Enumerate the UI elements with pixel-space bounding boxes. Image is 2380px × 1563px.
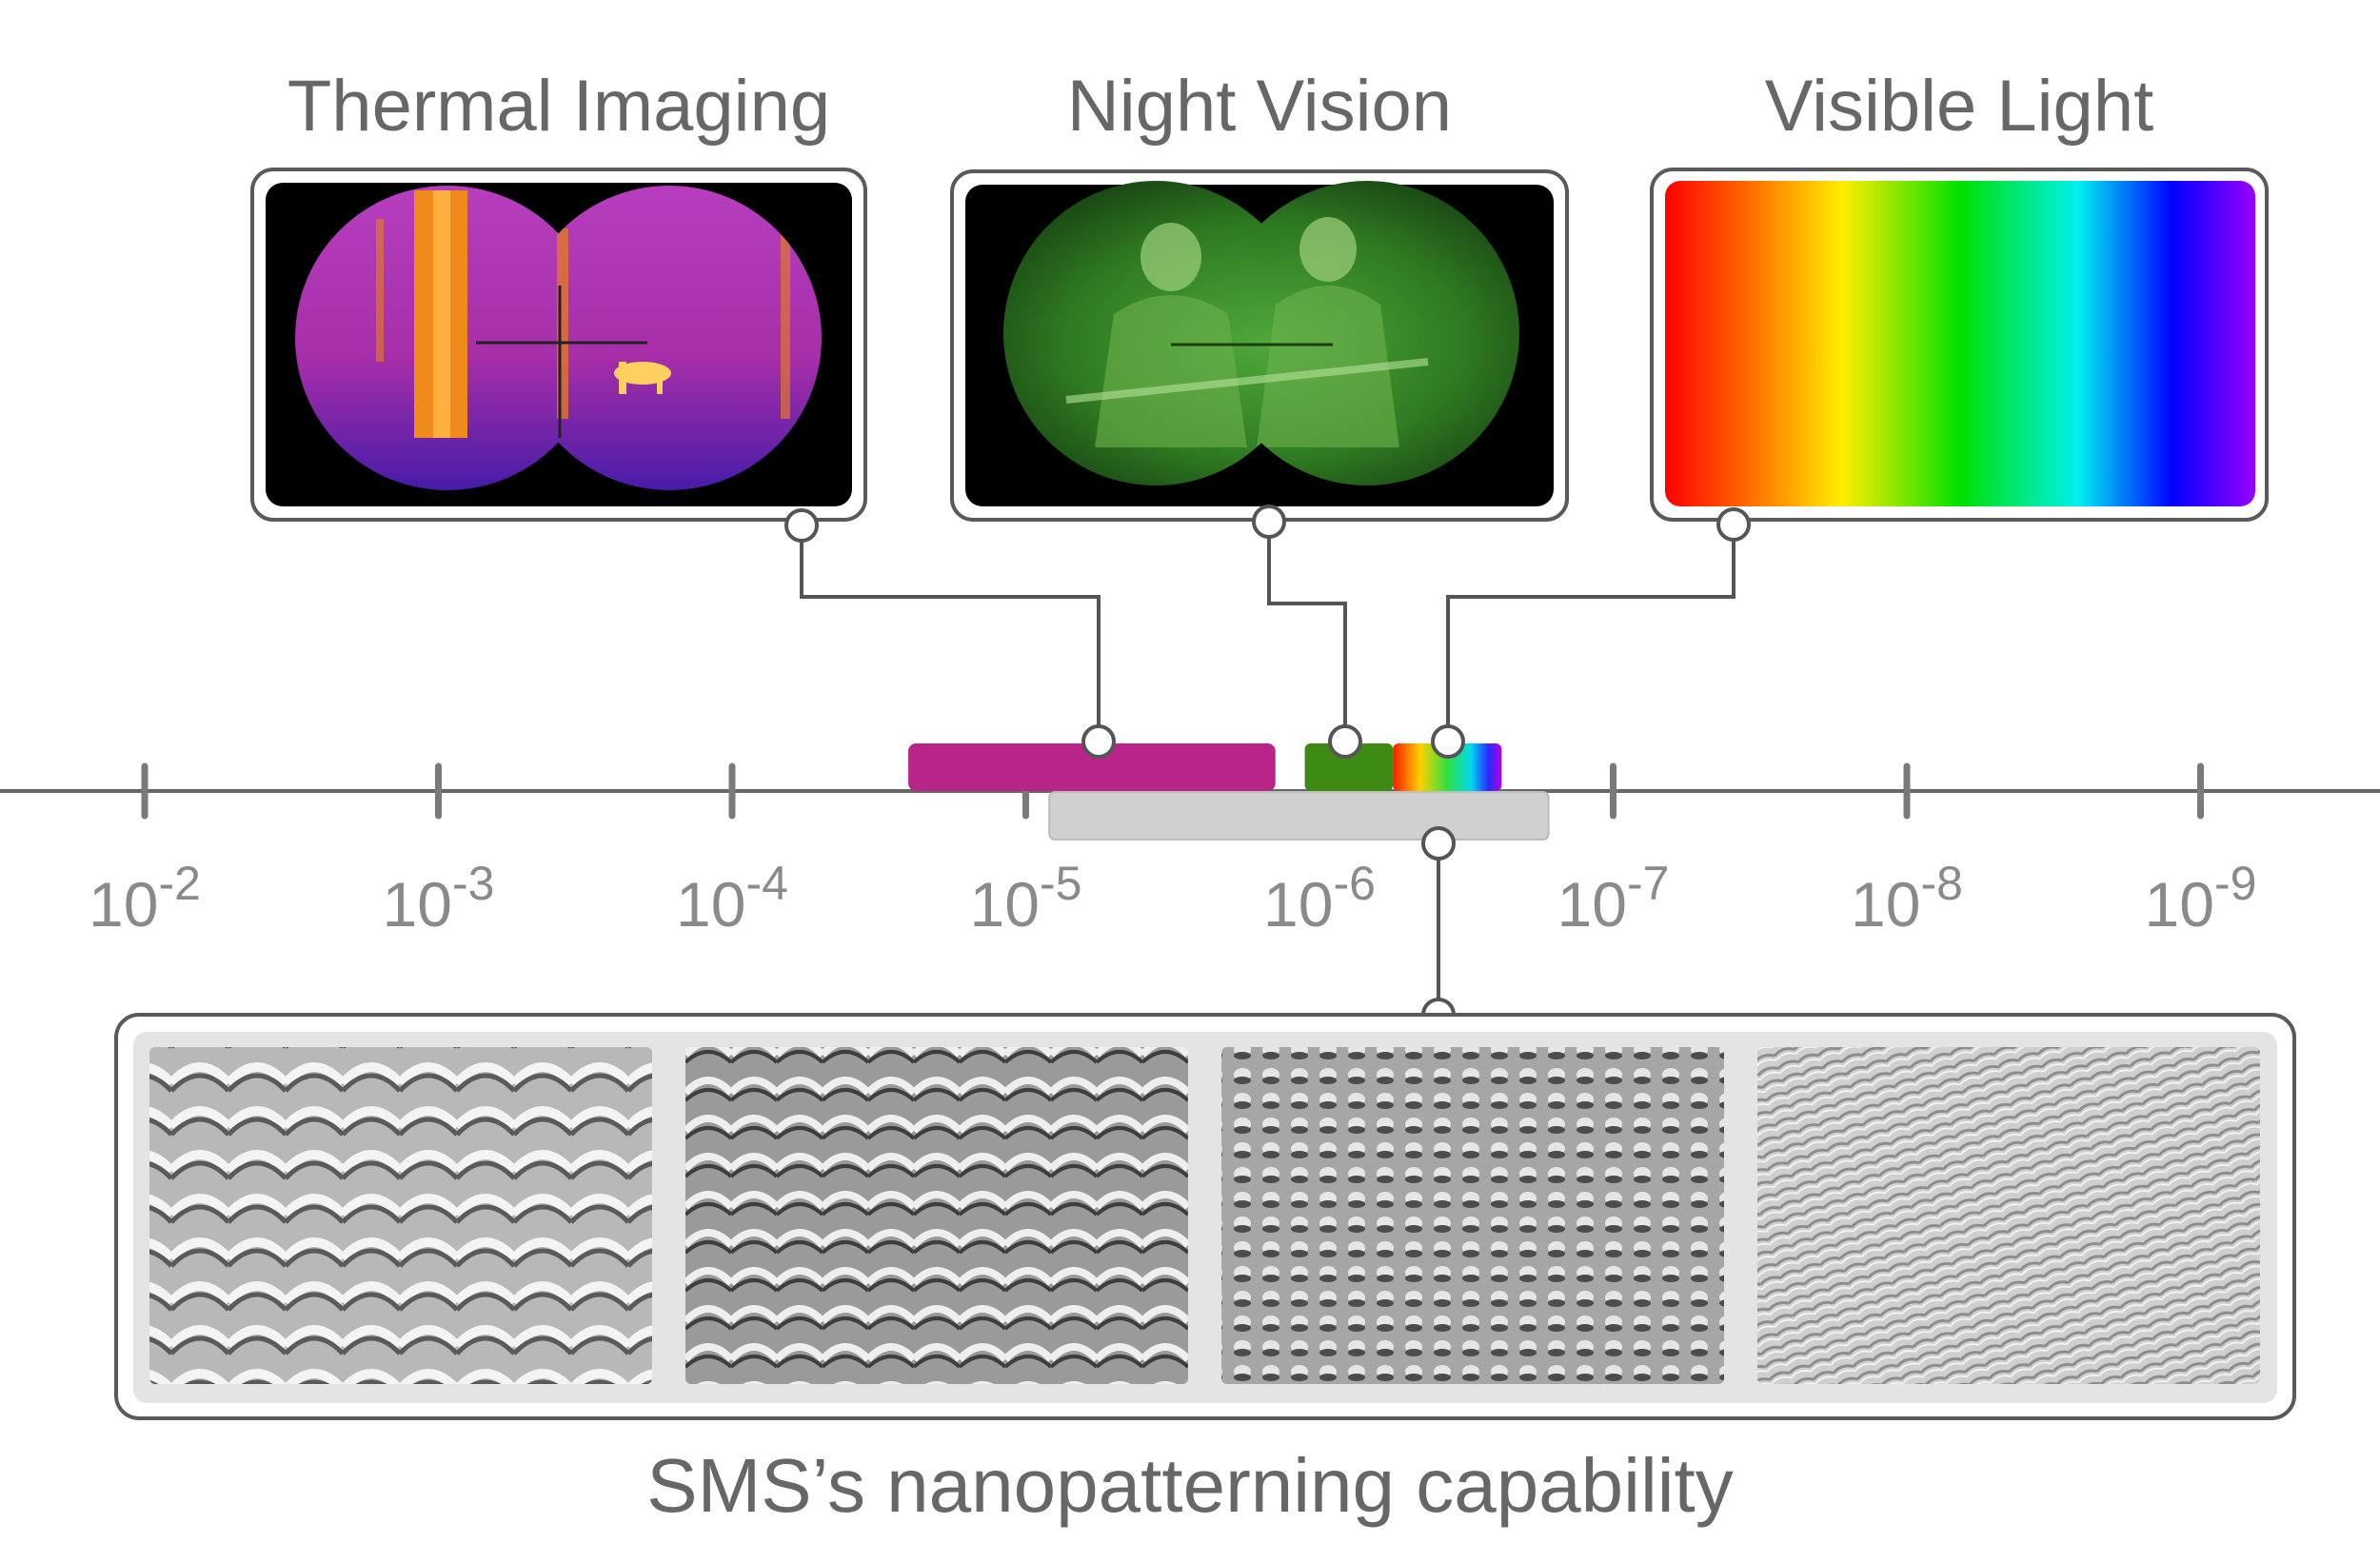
axis-tick-label: 10-3: [344, 860, 534, 940]
tick-label-base: 10: [1851, 869, 1921, 940]
sem-image-1-icon: [149, 1047, 652, 1384]
thermal-band-node: [1081, 724, 1116, 759]
thermal-binocular-view-icon: [295, 186, 822, 490]
sem-image-3-icon: [1221, 1047, 1724, 1384]
night-vision-range-band: [1304, 743, 1394, 791]
thermal-imaging-title: Thermal Imaging: [287, 66, 831, 147]
tick-label-base: 10: [382, 869, 452, 940]
visible-band-node: [1431, 724, 1465, 759]
visible-connector-line: [1446, 524, 1735, 741]
tick-label-exponent: -7: [1626, 857, 1670, 910]
night-vision-panel-node: [1252, 505, 1286, 539]
axis-tick-label: 10-9: [2106, 860, 2296, 940]
tick-label-exponent: -2: [158, 857, 201, 910]
thermal-connector-line: [800, 527, 1101, 741]
night-vision-band-node: [1328, 724, 1362, 759]
axis-tick-label: 10-7: [1518, 860, 1709, 940]
tick-label-exponent: -6: [1333, 857, 1376, 910]
visible-spectrum-gradient-icon: [1665, 181, 2255, 506]
thermal-range-band: [908, 743, 1276, 791]
thermal-panel-node: [784, 508, 819, 543]
tick-label-base: 10: [2144, 869, 2214, 940]
nanopatterning-panel: [114, 1013, 2296, 1420]
sem-image-2-icon: [685, 1047, 1188, 1384]
nanopatterning-caption: SMS’s nanopatterning capability: [646, 1443, 1734, 1528]
nanopatterning-range-band: [1048, 791, 1550, 841]
nanopatterning-panel-background: [133, 1032, 2277, 1403]
tick-label-exponent: -5: [1039, 857, 1082, 910]
tick-label-base: 10: [1557, 869, 1627, 940]
visible-light-title: Visible Light: [1764, 66, 2154, 147]
tick-label-base: 10: [969, 869, 1040, 940]
visible-range-band: [1393, 743, 1502, 791]
visible-panel-node: [1716, 507, 1751, 542]
tick-label-base: 10: [1263, 869, 1334, 940]
thermal-imaging-panel: [250, 168, 867, 522]
axis-tick-label: 10-2: [50, 860, 240, 940]
connectors: [800, 522, 1735, 1015]
axis-tick-label: 10-6: [1224, 860, 1415, 940]
night-vision-binocular-view-icon: [1003, 181, 1519, 485]
tick-label-exponent: -3: [451, 857, 495, 910]
connector-nodes: [784, 505, 1751, 1032]
sem-image-4-icon: [1757, 1047, 2260, 1384]
tick-label-exponent: -4: [745, 857, 788, 910]
axis-tick-label: 10-5: [931, 860, 1121, 940]
axis-tick-label: 10-4: [637, 860, 827, 940]
night-vision-panel: [950, 169, 1569, 522]
tick-label-exponent: -9: [2213, 857, 2257, 910]
axis-tick-label: 10-8: [1812, 860, 2002, 940]
tick-label-base: 10: [89, 869, 159, 940]
night-vision-connector-line: [1267, 522, 1347, 741]
tick-label-exponent: -8: [1920, 857, 1963, 910]
visible-light-panel: [1650, 168, 2269, 522]
night-vision-title: Night Vision: [1066, 66, 1453, 147]
tick-label-base: 10: [676, 869, 746, 940]
nanopattern-band-node: [1421, 826, 1456, 861]
